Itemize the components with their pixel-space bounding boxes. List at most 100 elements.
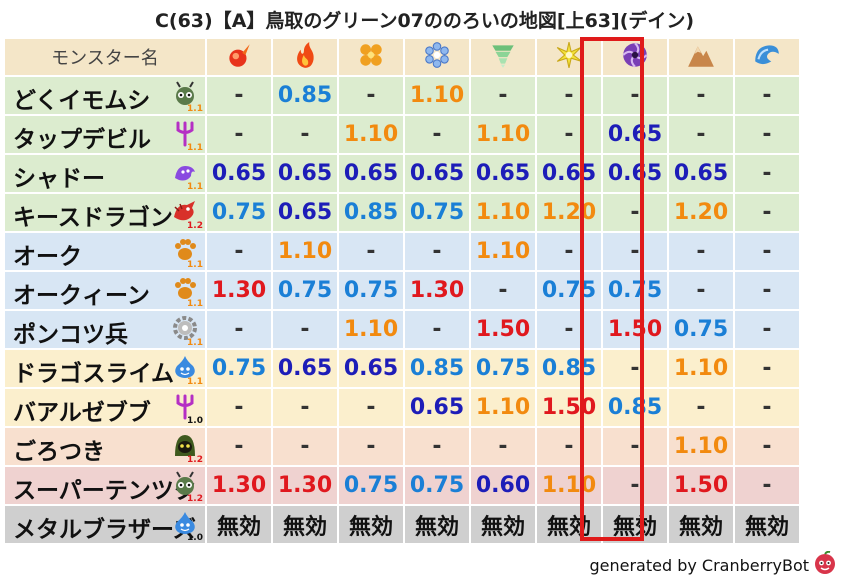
caterpillar-icon — [176, 81, 194, 105]
mountain-icon — [688, 46, 714, 67]
value-cell: 0.85 — [339, 194, 403, 231]
monster-name-header: モンスター名 — [5, 39, 205, 75]
monster-name: オークィーン — [13, 283, 150, 309]
monster-icon — [171, 80, 199, 108]
monster-name-cell: スーパーテンツク 1.2 — [5, 467, 205, 504]
value-cell: 1.10 — [471, 389, 535, 426]
value-cell: 1.10 — [471, 194, 535, 231]
value-cell: 0.85 — [537, 350, 601, 387]
value-cell: 0.75 — [669, 311, 733, 348]
value-cell: 0.75 — [207, 350, 271, 387]
dragon-icon — [174, 201, 195, 221]
element-header-2 — [339, 39, 403, 75]
monster-name-cell: シャドー 1.1 — [5, 155, 205, 192]
value-cell: - — [405, 233, 469, 270]
value-cell: - — [603, 77, 667, 114]
value-cell: - — [207, 233, 271, 270]
value-cell: 0.65 — [339, 350, 403, 387]
monster-name: タップデビル — [13, 127, 151, 153]
table-row: タップデビル 1.1- -1.10-1.10-0.65- - — [5, 116, 799, 153]
table-row: キースドラゴン 1.2 0.75 0.65 0.85 0.75 1.10 1.20-1.20- — [5, 194, 799, 231]
paw-icon — [175, 239, 196, 260]
monster-icon — [171, 509, 199, 537]
value-cell: 無効 — [207, 506, 271, 543]
element-header-4 — [471, 39, 535, 75]
value-cell: 無効 — [405, 506, 469, 543]
value-cell: - — [603, 233, 667, 270]
value-cell: 0.65 — [471, 155, 535, 192]
value-cell: 1.30 — [405, 272, 469, 309]
table-row: バアルゼブブ 1.0- - -0.65 1.10 1.50 0.85- - — [5, 389, 799, 426]
value-cell: 1.10 — [471, 233, 535, 270]
monster-icon — [171, 392, 199, 420]
monster-name-cell: ドラゴスライム 1.1 — [5, 350, 205, 387]
cranberry-bot-icon — [815, 551, 835, 574]
monster-name: バアルゼブブ — [13, 400, 151, 426]
monster-name: メタルブラザーズ — [13, 517, 196, 543]
value-cell: 無効 — [273, 506, 337, 543]
monster-level: 1.2 — [187, 455, 203, 465]
value-cell: 0.65 — [273, 350, 337, 387]
value-cell: 1.20 — [537, 194, 601, 231]
value-cell: 0.85 — [273, 77, 337, 114]
monster-name: スーパーテンツク — [13, 478, 197, 504]
element-header-7 — [669, 39, 733, 75]
monster-level: 1.1 — [187, 182, 203, 192]
value-cell: - — [537, 77, 601, 114]
monster-name-cell: メタルブラザーズ 1.0 — [5, 506, 205, 543]
value-cell: - — [669, 116, 733, 153]
table-row: メタルブラザーズ 1.0 無効 無効 無効 無効 無効 無効 無効 無効 無効 — [5, 506, 799, 543]
value-cell: 無効 — [471, 506, 535, 543]
highlight-column-frame — [580, 37, 644, 541]
value-cell: - — [735, 428, 799, 465]
monster-level: 1.1 — [187, 260, 203, 270]
value-cell: - — [537, 116, 601, 153]
monster-icon — [171, 353, 199, 381]
value-cell: - — [669, 272, 733, 309]
value-cell: - — [273, 389, 337, 426]
trident-icon — [176, 394, 194, 420]
value-cell: - — [405, 428, 469, 465]
monster-name-cell: ごろつき 1.2 — [5, 428, 205, 465]
element-header-3 — [405, 39, 469, 75]
value-cell: 0.75 — [339, 467, 403, 504]
value-cell: 無効 — [735, 506, 799, 543]
flame-icon — [297, 42, 314, 68]
value-cell: - — [207, 428, 271, 465]
monster-name: キースドラゴン — [13, 205, 173, 231]
value-cell: - — [537, 233, 601, 270]
monster-level: 1.0 — [187, 533, 203, 543]
monster-name: ごろつき — [13, 439, 105, 465]
value-cell: 0.75 — [405, 467, 469, 504]
value-cell: - — [405, 311, 469, 348]
element-header-1 — [273, 39, 337, 75]
value-cell: 0.65 — [207, 155, 271, 192]
value-cell: - — [603, 350, 667, 387]
table-row: スーパーテンツク 1.2 1.30 1.30 0.75 0.75 0.60 1.10-1.50… — [5, 467, 799, 504]
value-cell: 1.10 — [405, 77, 469, 114]
footer-credit: generated by CranberryBot — [589, 556, 809, 575]
monster-level: 1.0 — [187, 416, 203, 426]
slime-icon — [175, 356, 195, 378]
value-cell: - — [471, 428, 535, 465]
monster-icon — [171, 275, 199, 303]
value-cell: - — [207, 116, 271, 153]
value-cell: - — [207, 389, 271, 426]
shadow-icon — [175, 166, 195, 181]
value-cell: 0.65 — [603, 116, 667, 153]
value-cell: - — [735, 311, 799, 348]
table-body: どくイモムシ 1.1-0.85-1.10- - - - - タップデビル 1.1- -1.10-… — [5, 77, 799, 543]
value-cell: 無効 — [603, 506, 667, 543]
value-cell: - — [669, 389, 733, 426]
value-cell: 0.65 — [339, 155, 403, 192]
value-cell: - — [735, 389, 799, 426]
monster-name-cell: オーク 1.1 — [5, 233, 205, 270]
monster-icon — [171, 119, 199, 147]
resistance-table: モンスター名 どくイモムシ 1.1-0.85-1.10- - - - - タップデビル 1.1… — [3, 37, 801, 545]
value-cell: 無効 — [669, 506, 733, 543]
value-cell: - — [735, 350, 799, 387]
value-cell: 0.65 — [603, 155, 667, 192]
fire-orb-icon — [229, 44, 250, 67]
value-cell: 0.75 — [273, 272, 337, 309]
wave-icon — [755, 45, 779, 65]
